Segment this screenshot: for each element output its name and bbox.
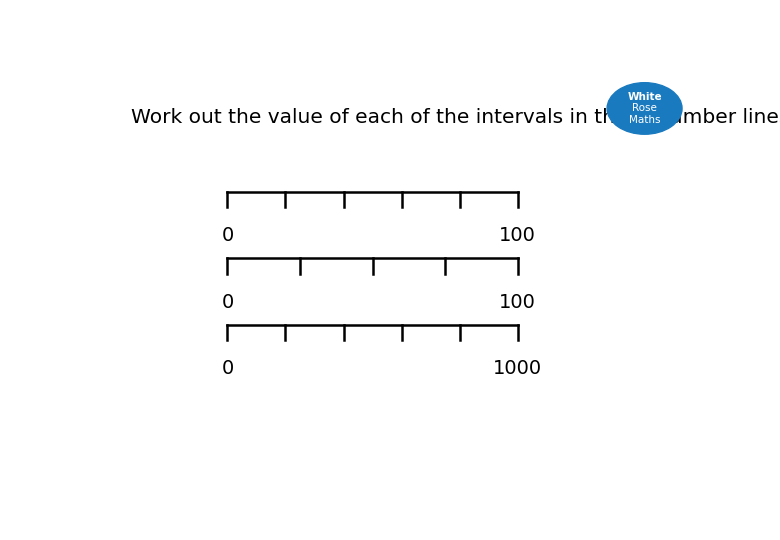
Text: 100: 100 bbox=[499, 293, 536, 312]
Circle shape bbox=[607, 83, 682, 134]
Text: White: White bbox=[627, 92, 662, 102]
Text: 0: 0 bbox=[222, 226, 233, 245]
Text: 0: 0 bbox=[222, 293, 233, 312]
Text: 1000: 1000 bbox=[493, 359, 542, 378]
Text: Maths: Maths bbox=[629, 115, 661, 125]
Text: Rose: Rose bbox=[632, 104, 657, 113]
Text: Work out the value of each of the intervals in these number lines.: Work out the value of each of the interv… bbox=[131, 109, 780, 127]
Text: 100: 100 bbox=[499, 226, 536, 245]
Text: 0: 0 bbox=[222, 359, 233, 378]
